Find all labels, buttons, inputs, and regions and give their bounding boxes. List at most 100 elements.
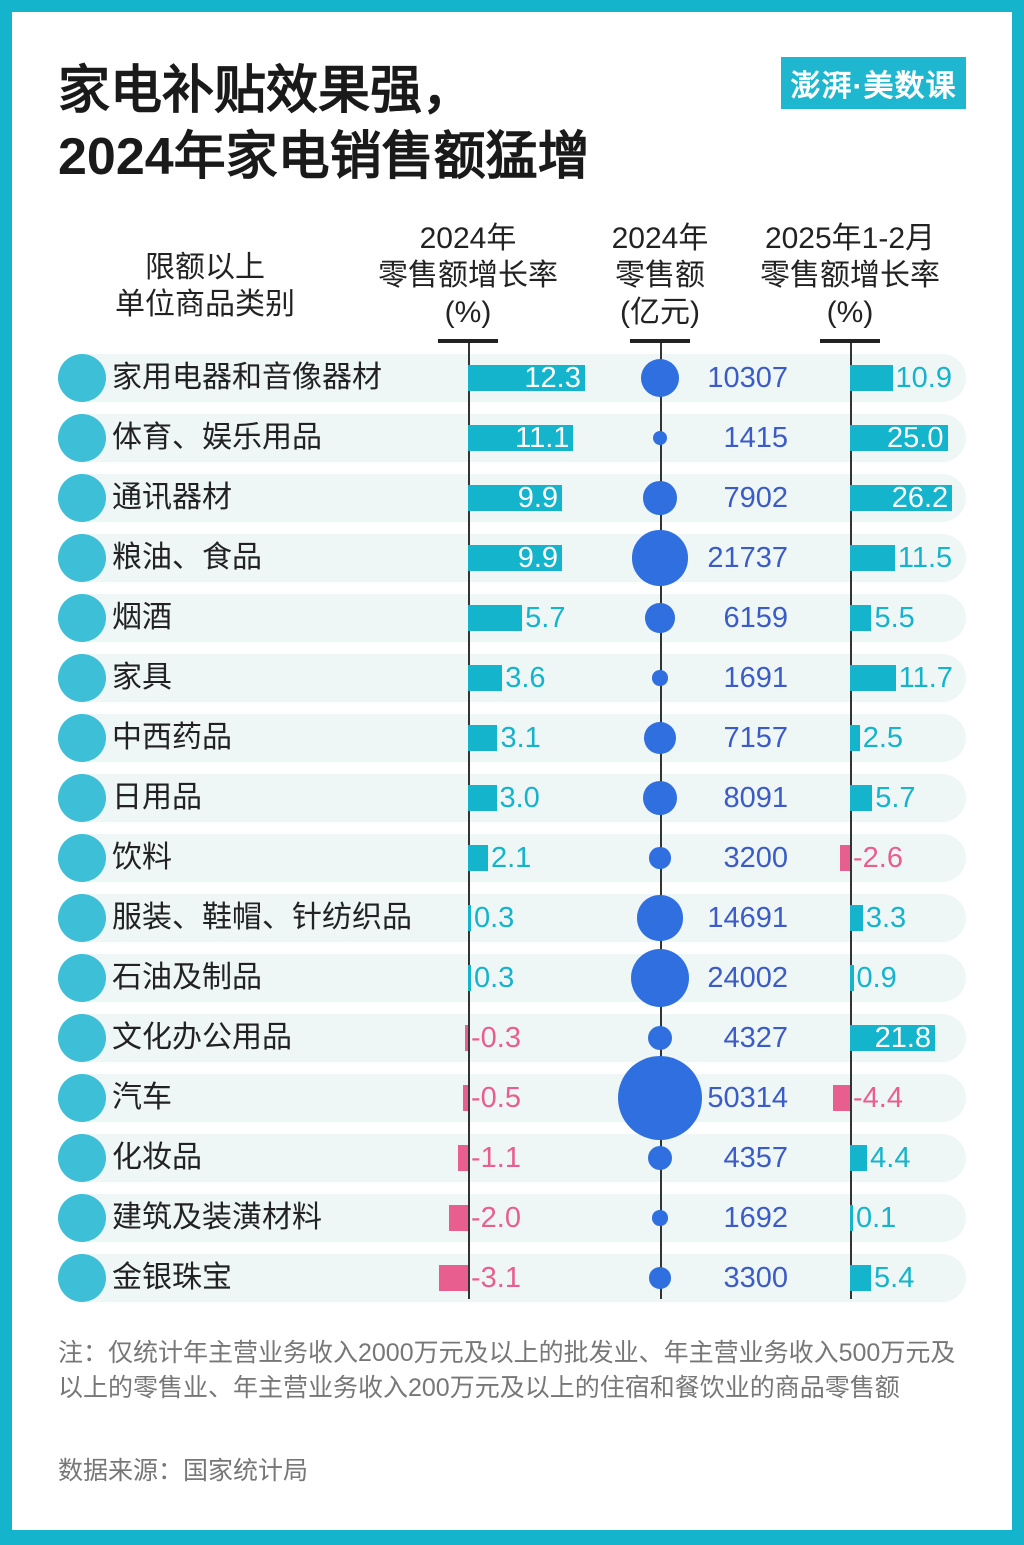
sales-value: 6159 [723,602,788,634]
category-label: 石油及制品 [112,961,262,994]
table-row [58,1194,966,1242]
growth-2025-label: 5.7 [875,782,916,814]
growth-2024-bar [468,365,585,391]
growth-2025-label: 5.4 [874,1262,915,1294]
sales-value: 1415 [723,422,788,454]
growth-2025-bar [850,1145,868,1171]
header-growth-2024: 2024年 零售额增长率 (%) [358,220,578,331]
sales-bubble [647,1145,673,1171]
header-sales-2024: 2024年 零售额 (亿元) [570,220,750,331]
page-title: 家电补贴效果强， 2024年家电销售额猛增 [58,58,590,190]
row-marker-dot [58,1254,106,1302]
growth-2024-label: -2.0 [471,1202,521,1234]
sales-bubble [632,530,688,586]
growth-2024-label: 11.1 [515,422,570,454]
table-row [58,1254,966,1302]
header-line: 2025年1-2月 [764,222,936,255]
growth-2025-label: 3.3 [865,902,907,934]
growth-2025-bar [850,485,953,511]
growth-2024-label: -0.5 [471,1082,521,1114]
row-marker-dot [58,714,106,762]
sales-bubble [645,603,675,633]
category-label: 文化办公用品 [112,1021,292,1054]
header-line: 限额以上 [145,251,265,284]
header-line: (%) [444,296,492,329]
sales-bubble [640,358,679,397]
sales-value: 1691 [723,662,788,694]
category-label: 日用品 [112,781,202,814]
header-growth-2025: 2025年1-2月 零售额增长率 (%) [740,220,960,331]
growth-2024-bar [449,1205,468,1231]
data-source: 数据来源：国家统计局 [58,1457,309,1485]
table-row [58,714,966,762]
growth-2024-bar [465,1025,468,1051]
category-label: 服装、鞋帽、针纺织品 [112,901,412,934]
growth-2025-label: 11.5 [897,542,953,574]
header-category: 限额以上 单位商品类别 [90,249,320,323]
table-row [58,834,966,882]
category-label: 建筑及装潢材料 [112,1201,322,1234]
sales-bubble [618,1056,702,1140]
axis-tick [438,339,498,343]
title-line-2: 2024年家电销售额猛增 [58,128,590,186]
growth-2025-label: -4.4 [853,1082,903,1114]
growth-2024-bar [468,605,523,631]
title-line-1: 家电补贴效果强， [58,62,475,120]
growth-2024-bar [468,485,563,511]
growth-2025-bar [850,665,896,691]
growth-2025-label: -2.6 [853,842,903,874]
growth-2024-label: 12.3 [524,362,581,394]
growth-2024-bar [457,1145,468,1171]
growth-2024-bar [468,965,471,991]
sales-bubble [643,481,677,515]
category-label: 化妆品 [112,1141,202,1174]
row-marker-dot [58,774,106,822]
growth-2024-label: -3.1 [471,1262,521,1294]
growth-2024-label: 3.1 [500,722,541,754]
sales-value: 1692 [723,1202,788,1234]
sales-value: 4357 [723,1142,788,1174]
sales-bubble [637,895,683,941]
growth-2024-bar [468,725,498,751]
growth-2025-bar [850,725,860,751]
sales-bubble [647,1025,673,1051]
sales-2024-axis [660,341,662,1299]
header-line: 2024年 [419,222,517,255]
growth-2025-bar [850,1205,853,1231]
growth-2024-axis [468,341,470,1299]
growth-2025-bar [850,965,854,991]
growth-2024-label: -1.1 [471,1142,521,1174]
category-label: 体育、娱乐用品 [112,421,322,454]
growth-2024-label: 9.9 [517,482,559,514]
growth-2024-bar [468,905,471,931]
header-line: 零售额增长率 [378,259,558,292]
header-line: 零售额增长率 [760,259,940,292]
category-label: 通讯器材 [112,481,232,514]
sales-value: 4327 [723,1022,788,1054]
row-marker-dot [58,1074,106,1122]
category-label: 汽车 [112,1081,172,1114]
sales-value: 50314 [707,1082,788,1114]
table-row [58,894,966,942]
growth-2025-bar [850,605,872,631]
table-row [58,774,966,822]
row-marker-dot [58,894,106,942]
sales-bubble [649,847,671,869]
row-marker-dot [58,834,106,882]
table-row [58,1014,966,1062]
sales-bubble [652,670,668,686]
category-label: 家用电器和音像器材 [112,361,382,394]
sales-bubble [643,781,677,815]
table-row [58,954,966,1002]
header-line: (亿元) [620,296,700,329]
growth-2025-label: 26.2 [891,482,949,514]
category-label: 金银珠宝 [112,1261,232,1294]
growth-2025-bar [850,425,948,451]
growth-2025-label: 25.0 [887,422,944,454]
row-marker-dot [58,474,106,522]
row-marker-dot [58,534,106,582]
row-marker-dot [58,1134,106,1182]
growth-2025-bar [850,545,895,571]
growth-2024-label: 9.9 [517,542,559,574]
table-row [58,1074,966,1122]
